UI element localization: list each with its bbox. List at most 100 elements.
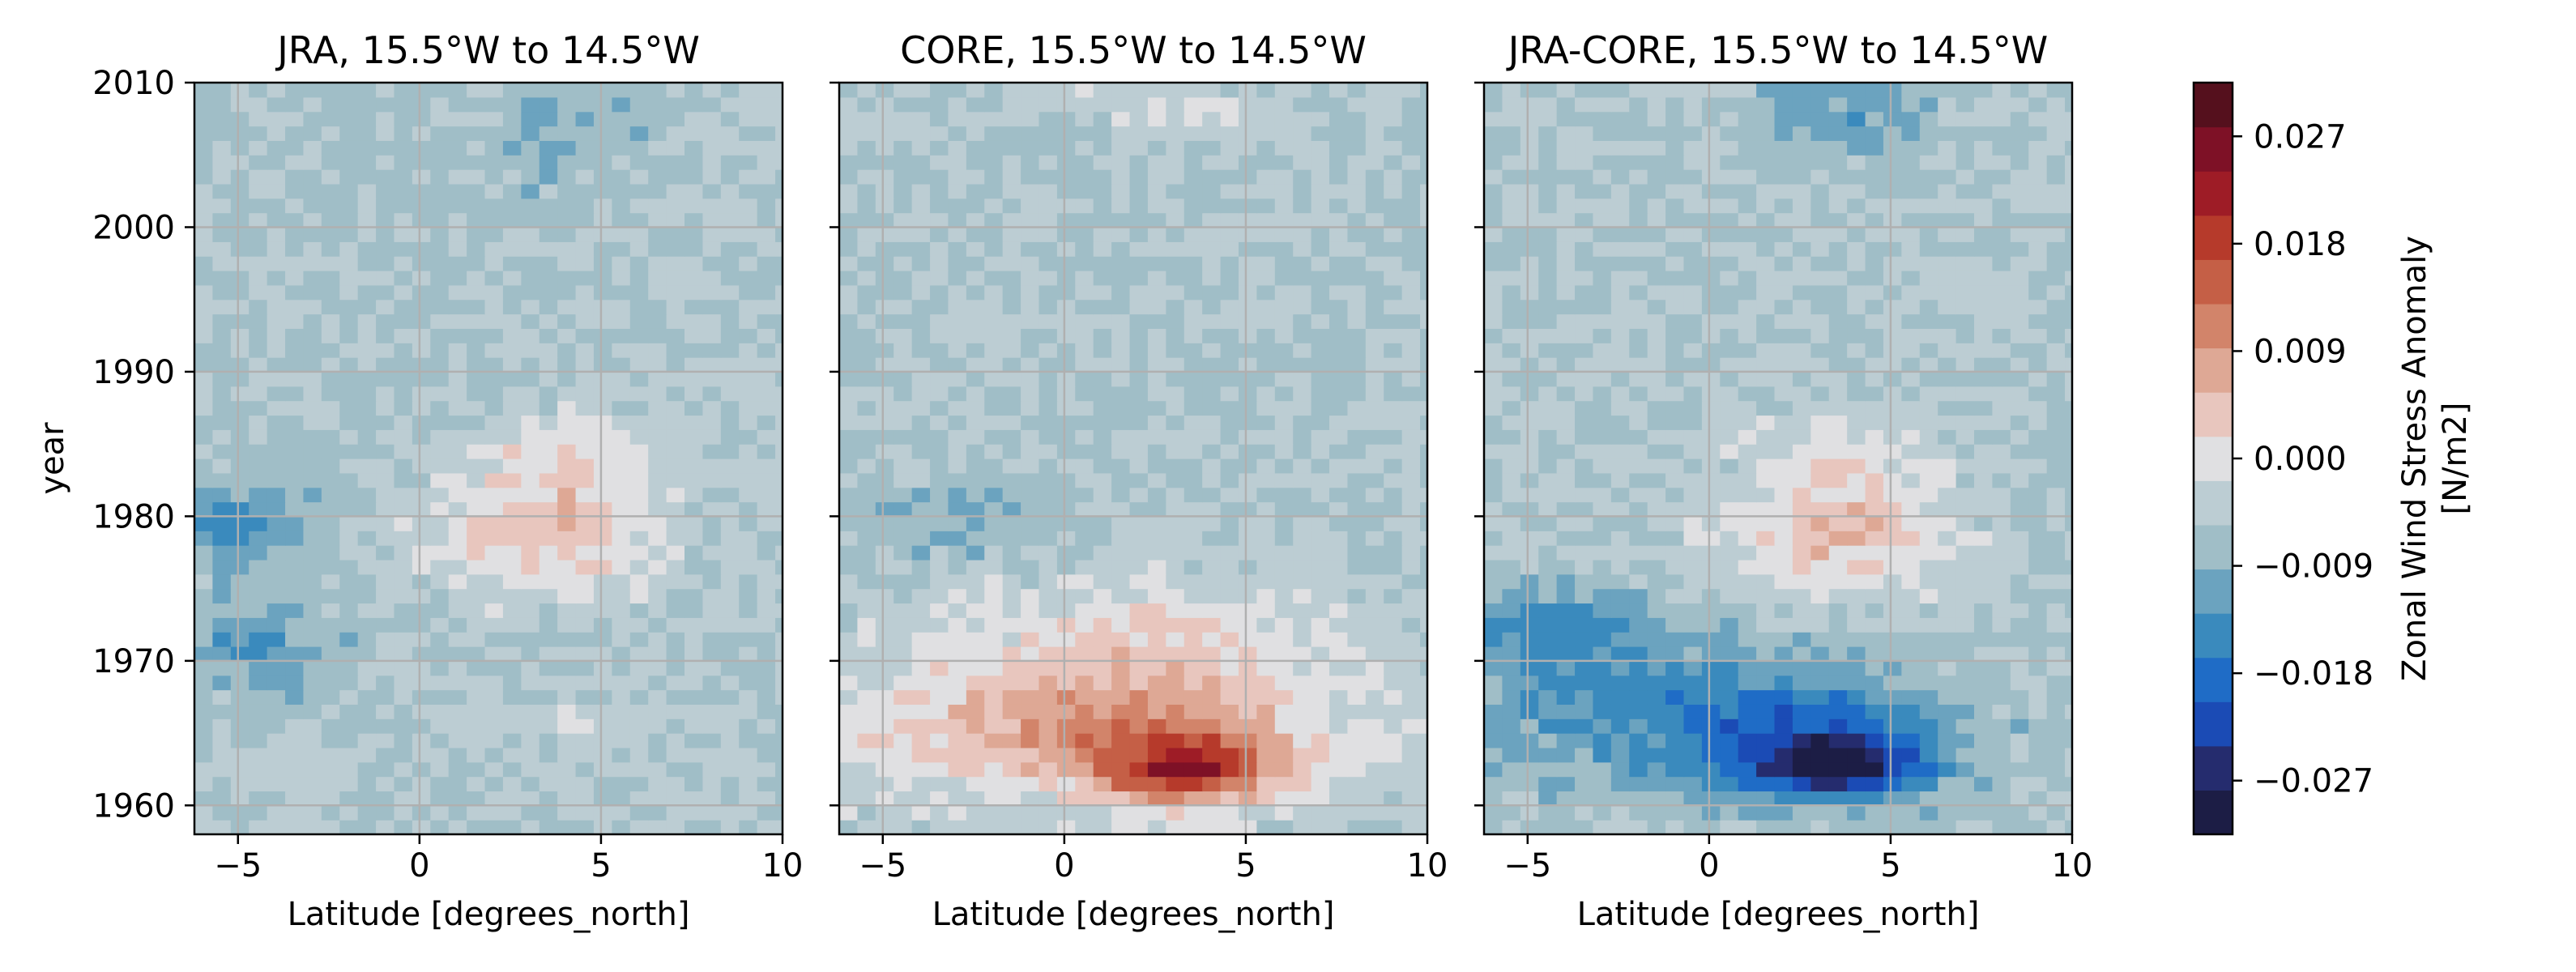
heatmap-cell — [2046, 805, 2066, 821]
heatmap-cell — [1847, 400, 1866, 416]
heatmap-cell — [212, 155, 232, 170]
heatmap-cell — [2065, 487, 2073, 503]
heatmap-cell — [1938, 371, 1957, 387]
heatmap-cell — [984, 675, 1004, 691]
heatmap-cell — [1329, 386, 1349, 402]
heatmap-cell — [1021, 675, 1040, 691]
heatmap-cell — [212, 805, 232, 821]
heatmap-cell — [720, 198, 740, 214]
heatmap-cell — [1720, 573, 1739, 590]
heatmap-cell — [1202, 444, 1222, 459]
heatmap-cell — [2028, 256, 2048, 271]
heatmap-cell — [1184, 400, 1203, 416]
heatmap-cell — [1111, 169, 1131, 185]
heatmap-cell — [1093, 588, 1112, 604]
heatmap-cell — [629, 96, 649, 113]
heatmap-cell — [1184, 516, 1203, 531]
heatmap-cell — [1919, 400, 1938, 416]
heatmap-cell — [1720, 284, 1739, 301]
heatmap-cell — [1256, 227, 1276, 242]
heatmap-cell — [467, 472, 486, 488]
heatmap-cell — [267, 458, 286, 474]
heatmap-cell — [702, 227, 722, 242]
heatmap-cell — [484, 791, 504, 806]
heatmap-cell — [1701, 573, 1721, 590]
heatmap-cell — [1129, 183, 1149, 199]
heatmap-cell — [357, 183, 377, 199]
heatmap-cell — [1538, 284, 1558, 301]
heatmap-cell — [267, 155, 286, 170]
heatmap-cell — [1792, 747, 1811, 763]
heatmap-cell — [1202, 83, 1222, 98]
heatmap-cell — [2065, 271, 2073, 286]
heatmap-cell — [484, 183, 504, 199]
heatmap-cell — [839, 313, 859, 329]
heatmap-cell — [1075, 386, 1094, 402]
heatmap-cell — [1311, 140, 1330, 156]
heatmap-cell — [357, 415, 377, 430]
heatmap-cell — [593, 83, 612, 98]
heatmap-cell — [303, 588, 322, 604]
heatmap-cell — [1683, 198, 1703, 214]
heatmap-cell — [1129, 704, 1149, 719]
heatmap-cell — [1021, 545, 1040, 561]
heatmap-cell — [1021, 371, 1040, 387]
heatmap-cell — [875, 96, 894, 113]
heatmap-cell — [875, 83, 894, 98]
heatmap-cell — [412, 271, 431, 286]
heatmap-cell — [321, 733, 340, 748]
heatmap-cell — [1384, 111, 1403, 127]
heatmap-cell — [484, 704, 504, 719]
heatmap-cell — [1056, 83, 1076, 98]
heatmap-cell — [1256, 256, 1276, 271]
heatmap-cell — [593, 646, 612, 662]
heatmap-cell — [1147, 429, 1166, 445]
heatmap-cell — [2046, 573, 2066, 590]
heatmap-cell — [1847, 820, 1866, 835]
heatmap-cell — [1883, 791, 1902, 806]
heatmap-cell — [2010, 313, 2029, 329]
heatmap-cell — [1111, 733, 1131, 748]
heatmap-cell — [376, 689, 395, 705]
heatmap-cell — [1129, 386, 1149, 402]
heatmap-cell — [612, 415, 631, 430]
heatmap-cell — [1828, 458, 1848, 474]
heatmap-cell — [1384, 328, 1403, 343]
heatmap-cell — [1774, 343, 1793, 358]
heatmap-cell — [303, 747, 322, 763]
heatmap-cell — [1610, 603, 1630, 618]
heatmap-cell — [212, 660, 232, 676]
heatmap-cell — [1365, 357, 1384, 373]
heatmap-cell — [194, 617, 214, 633]
heatmap-cell — [1974, 516, 1994, 531]
heatmap-cell — [2065, 415, 2073, 430]
heatmap-cell — [1610, 472, 1630, 488]
heatmap-cell — [521, 256, 540, 271]
heatmap-cell — [984, 501, 1004, 517]
heatmap-cell — [1075, 284, 1094, 301]
heatmap-cell — [839, 747, 859, 763]
heatmap-cell — [285, 83, 305, 98]
heatmap-cell — [648, 603, 667, 618]
heatmap-cell — [966, 588, 985, 604]
heatmap-cell — [2046, 501, 2066, 517]
heatmap-cell — [2028, 183, 2048, 199]
heatmap-cell — [539, 747, 558, 763]
heatmap-cell — [2046, 400, 2066, 416]
heatmap-cell — [948, 169, 967, 185]
heatmap-cell — [321, 256, 340, 271]
heatmap-cell — [412, 458, 431, 474]
heatmap-cell — [502, 617, 522, 633]
heatmap-cell — [1901, 400, 1921, 416]
heatmap-cell — [1774, 429, 1793, 445]
heatmap-cell — [1538, 487, 1558, 503]
heatmap-cell — [839, 415, 859, 430]
heatmap-cell — [1647, 386, 1666, 402]
heatmap-cell — [911, 791, 931, 806]
heatmap-cell — [575, 776, 595, 792]
heatmap-cell — [357, 545, 377, 561]
heatmap-cell — [1220, 140, 1239, 156]
heatmap-cell — [720, 776, 740, 792]
heatmap-cell — [666, 83, 685, 98]
heatmap-cell — [1556, 183, 1576, 199]
